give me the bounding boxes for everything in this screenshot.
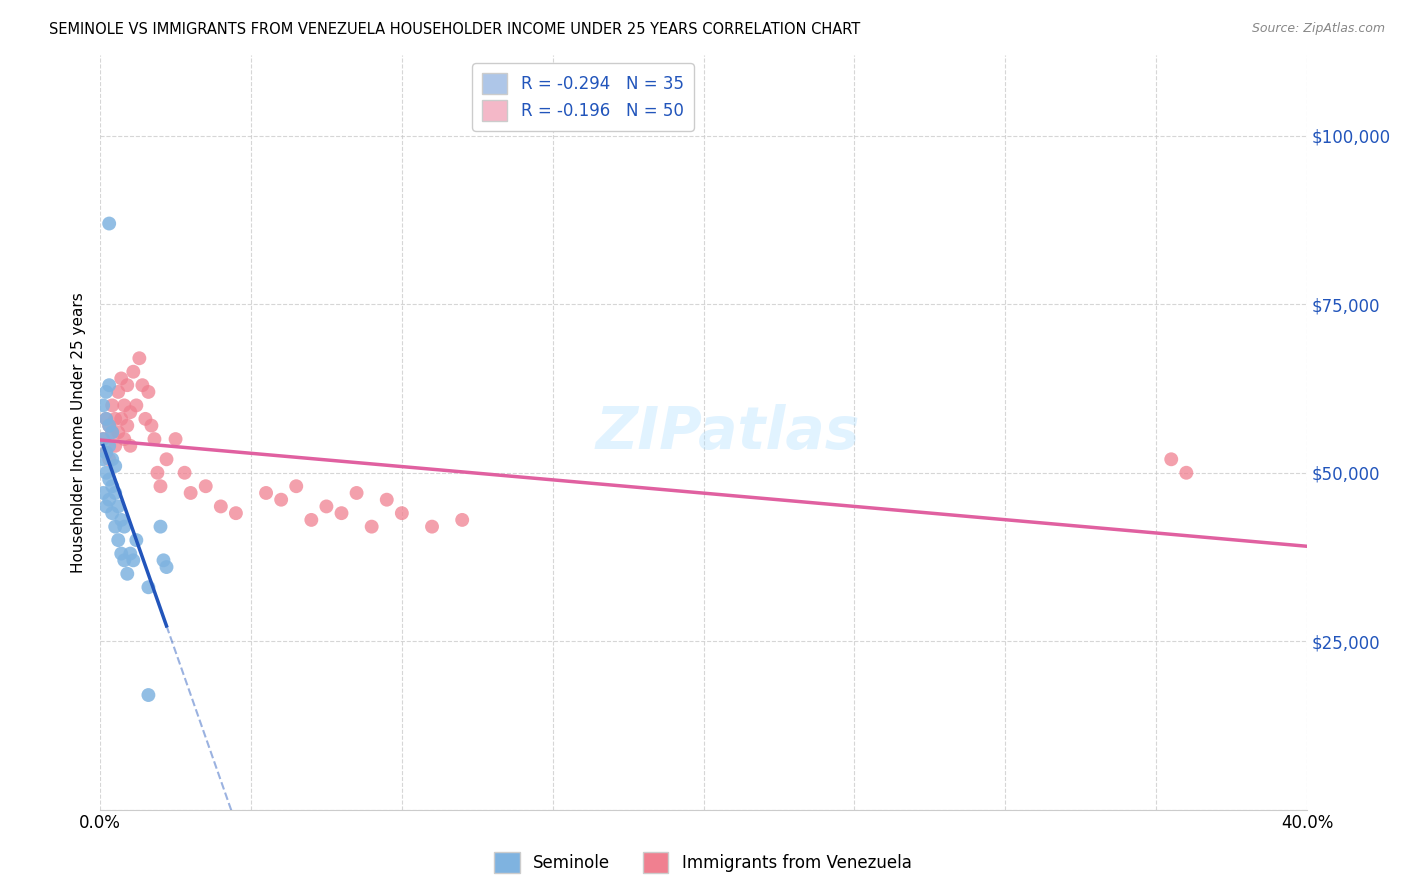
Point xyxy=(360,519,382,533)
Point xyxy=(107,384,129,399)
Point xyxy=(101,506,124,520)
Point xyxy=(104,519,127,533)
Point xyxy=(98,473,121,487)
Point xyxy=(1160,452,1182,467)
Point xyxy=(451,513,474,527)
Point xyxy=(101,452,124,467)
Point xyxy=(330,506,353,520)
Point xyxy=(155,560,177,574)
Point xyxy=(117,378,139,392)
Point xyxy=(112,432,135,446)
Point xyxy=(120,439,142,453)
Point xyxy=(104,439,127,453)
Point xyxy=(120,547,142,561)
Point xyxy=(101,479,124,493)
Point xyxy=(112,553,135,567)
Point xyxy=(104,486,127,500)
Point xyxy=(134,412,156,426)
Point xyxy=(104,458,127,473)
Point xyxy=(96,466,118,480)
Point xyxy=(225,506,247,520)
Point xyxy=(165,432,187,446)
Point xyxy=(91,432,114,446)
Point xyxy=(138,384,160,399)
Point xyxy=(131,378,153,392)
Point xyxy=(110,412,132,426)
Point xyxy=(141,418,163,433)
Legend: R = -0.294   N = 35, R = -0.196   N = 50: R = -0.294 N = 35, R = -0.196 N = 50 xyxy=(472,63,693,131)
Point xyxy=(149,479,172,493)
Point xyxy=(1175,466,1198,480)
Point xyxy=(152,553,174,567)
Point xyxy=(270,492,292,507)
Point xyxy=(173,466,195,480)
Point xyxy=(112,398,135,412)
Point xyxy=(96,500,118,514)
Point xyxy=(98,452,121,467)
Point xyxy=(254,486,277,500)
Point xyxy=(149,519,172,533)
Point xyxy=(101,425,124,440)
Point xyxy=(346,486,368,500)
Point xyxy=(128,351,150,366)
Point xyxy=(101,425,124,440)
Point xyxy=(96,412,118,426)
Point xyxy=(98,217,121,231)
Point xyxy=(91,452,114,467)
Point xyxy=(420,519,443,533)
Point xyxy=(391,506,413,520)
Point xyxy=(110,371,132,385)
Point xyxy=(180,486,202,500)
Point xyxy=(96,384,118,399)
Point xyxy=(122,365,145,379)
Legend: Seminole, Immigrants from Venezuela: Seminole, Immigrants from Venezuela xyxy=(488,846,918,880)
Point xyxy=(299,513,322,527)
Point xyxy=(104,412,127,426)
Point xyxy=(138,688,160,702)
Point xyxy=(98,492,121,507)
Point xyxy=(110,547,132,561)
Point xyxy=(155,452,177,467)
Point xyxy=(138,580,160,594)
Point xyxy=(98,418,121,433)
Point xyxy=(112,519,135,533)
Point xyxy=(91,398,114,412)
Point xyxy=(107,425,129,440)
Point xyxy=(375,492,398,507)
Point xyxy=(96,412,118,426)
Point xyxy=(96,445,118,459)
Point xyxy=(91,486,114,500)
Point xyxy=(110,513,132,527)
Point xyxy=(194,479,217,493)
Point xyxy=(125,533,148,548)
Point xyxy=(96,445,118,459)
Point xyxy=(98,378,121,392)
Point xyxy=(117,418,139,433)
Text: SEMINOLE VS IMMIGRANTS FROM VENEZUELA HOUSEHOLDER INCOME UNDER 25 YEARS CORRELAT: SEMINOLE VS IMMIGRANTS FROM VENEZUELA HO… xyxy=(49,22,860,37)
Point xyxy=(98,418,121,433)
Point xyxy=(91,432,114,446)
Point xyxy=(101,398,124,412)
Y-axis label: Householder Income Under 25 years: Householder Income Under 25 years xyxy=(72,292,86,573)
Point xyxy=(146,466,169,480)
Point xyxy=(209,500,232,514)
Point xyxy=(107,500,129,514)
Point xyxy=(125,398,148,412)
Text: Source: ZipAtlas.com: Source: ZipAtlas.com xyxy=(1251,22,1385,36)
Text: ZIPatlas: ZIPatlas xyxy=(596,404,860,461)
Point xyxy=(117,566,139,581)
Point xyxy=(122,553,145,567)
Point xyxy=(120,405,142,419)
Point xyxy=(98,439,121,453)
Point xyxy=(143,432,166,446)
Point xyxy=(285,479,308,493)
Point xyxy=(107,533,129,548)
Point xyxy=(315,500,337,514)
